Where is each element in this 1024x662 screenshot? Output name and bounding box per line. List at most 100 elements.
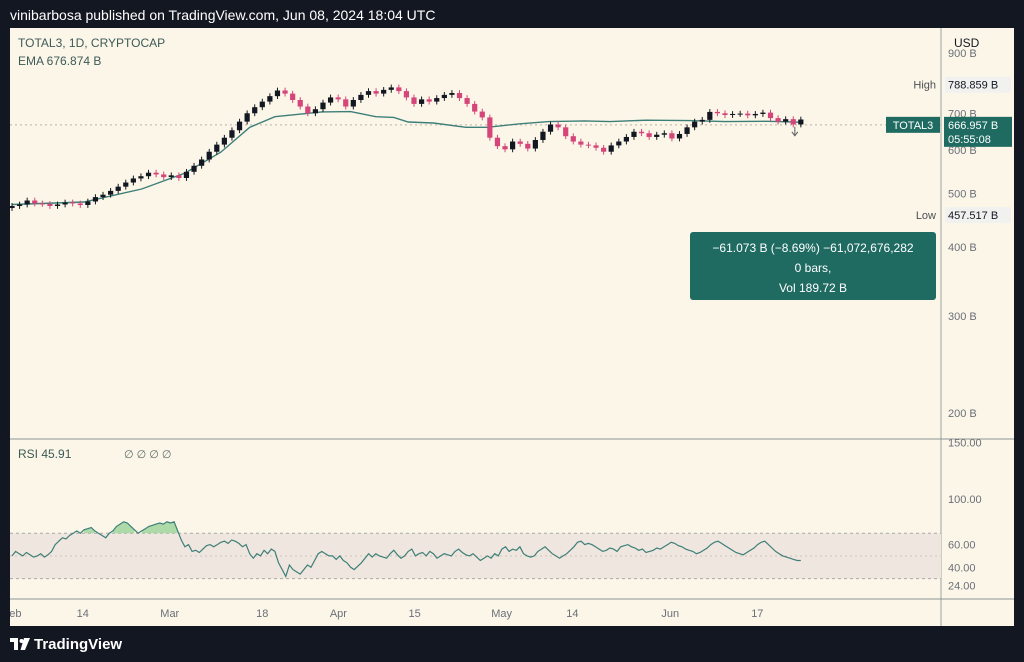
candle-body: [358, 94, 364, 100]
ema-layer: [11, 110, 801, 206]
symbol-legend: TOTAL3, 1D, CRYPTOCAP: [18, 36, 165, 50]
candle-body: [274, 90, 281, 97]
candle-body: [153, 172, 159, 175]
rsi-layer: [10, 521, 941, 580]
time-tick-label: 18: [256, 608, 268, 620]
candle-body: [221, 137, 227, 145]
candle-body: [578, 141, 584, 145]
candle-body: [525, 143, 531, 149]
last-symbol: TOTAL3: [893, 120, 934, 132]
candle-body: [760, 112, 766, 114]
candle-body: [267, 96, 273, 102]
measure-tooltip: [690, 232, 936, 300]
candle-body: [456, 92, 463, 99]
candle-body: [608, 145, 614, 152]
time-tick-label: Feb: [10, 608, 21, 620]
tradingview-logo-icon: [10, 638, 30, 650]
low-value: 457.517 B: [948, 210, 998, 222]
candle-body: [563, 127, 569, 137]
measure-line-3: Vol 189.72 B: [779, 281, 847, 295]
candle-body: [593, 145, 599, 148]
overlay-layer: TOTAL3, 1D, CRYPTOCAP EMA 676.874 B High 78…: [18, 36, 1012, 461]
candle-body: [441, 94, 447, 99]
candle-body: [16, 204, 23, 206]
candle-body: [24, 200, 30, 205]
time-tick-label: Jun: [661, 608, 679, 620]
candle-body: [555, 124, 561, 128]
candle-body: [601, 147, 607, 152]
candle-body: [365, 91, 372, 95]
candle-body: [259, 101, 265, 108]
candle-body: [676, 133, 683, 139]
last-value: 666.957 B: [948, 120, 998, 132]
candle-body: [85, 201, 91, 205]
candle-body: [343, 99, 349, 107]
candle-body: [714, 111, 721, 114]
rsi-tick-label: 100.00: [948, 494, 982, 506]
candle-body: [297, 99, 303, 107]
candle-body: [570, 136, 576, 142]
last-value-badge: [944, 116, 1012, 147]
candle-body: [502, 146, 508, 150]
rsi-legend-extra: ∅ ∅ ∅ ∅: [124, 449, 172, 461]
candle-body: [540, 131, 546, 140]
candle-body: [47, 203, 53, 206]
time-tick-label: Mar: [160, 608, 179, 620]
candle-body: [403, 91, 410, 98]
candle-body: [426, 99, 432, 102]
candle-body: [585, 144, 592, 146]
header-bar: vinibarbosa published on TradingView.com…: [0, 0, 1024, 28]
price-tick-label: 400 B: [948, 242, 977, 254]
measure-line-1: −61.073 B (−8.69%) −61,072,676,282: [712, 241, 913, 255]
ema-legend: EMA 676.874 B: [18, 54, 101, 68]
candle-body: [100, 194, 106, 198]
candle-body: [494, 137, 501, 147]
currency-label: USD: [954, 36, 980, 50]
price-tick-label: 500 B: [948, 189, 977, 201]
candle-body: [479, 111, 485, 118]
candle-body: [669, 133, 675, 139]
candle-body: [692, 121, 698, 128]
candle-body: [510, 141, 516, 150]
candle-body: [168, 175, 174, 178]
rsi-tick-label: 60.00: [948, 540, 976, 552]
candle-body: [464, 98, 470, 104]
rsi-line: [11, 521, 801, 578]
candle-body: [722, 113, 728, 115]
candle-body: [798, 119, 804, 125]
rsi-legend: RSI 45.91: [18, 447, 72, 461]
candle-body: [335, 97, 341, 100]
candle-body: [396, 87, 402, 92]
candle-body: [320, 102, 326, 110]
candle-body: [327, 97, 334, 103]
candle-body: [767, 112, 774, 119]
ema-line: [11, 110, 801, 206]
rsi-overbought-fill: [76, 521, 178, 534]
candle-body: [115, 186, 121, 191]
candle-body: [32, 200, 38, 204]
high-label: High: [913, 80, 936, 92]
candle-body: [244, 113, 250, 122]
candle-body: [199, 159, 205, 166]
candle-body: [312, 109, 318, 114]
candle-body: [191, 165, 197, 172]
candle-body: [54, 204, 61, 206]
candle-body: [472, 103, 478, 112]
time-tick-label: 17: [751, 608, 763, 620]
candle-body: [418, 99, 425, 104]
high-value-badge: [945, 76, 1011, 93]
price-tick-label: 200 B: [948, 408, 977, 420]
rsi-tick-label: 24.00: [948, 580, 976, 592]
candle-body: [752, 113, 758, 116]
measure-line-2: 0 bars,: [795, 261, 832, 275]
price-tick-label: 600 B: [948, 145, 977, 157]
candle-body: [77, 203, 83, 205]
candle-body: [623, 136, 629, 142]
candle-body: [252, 107, 258, 114]
publisher-line: vinibarbosa published on TradingView.com…: [10, 7, 436, 23]
candle-body: [62, 202, 68, 205]
candle-body: [176, 175, 182, 178]
candle-body: [411, 97, 417, 104]
candle-body: [373, 91, 379, 94]
